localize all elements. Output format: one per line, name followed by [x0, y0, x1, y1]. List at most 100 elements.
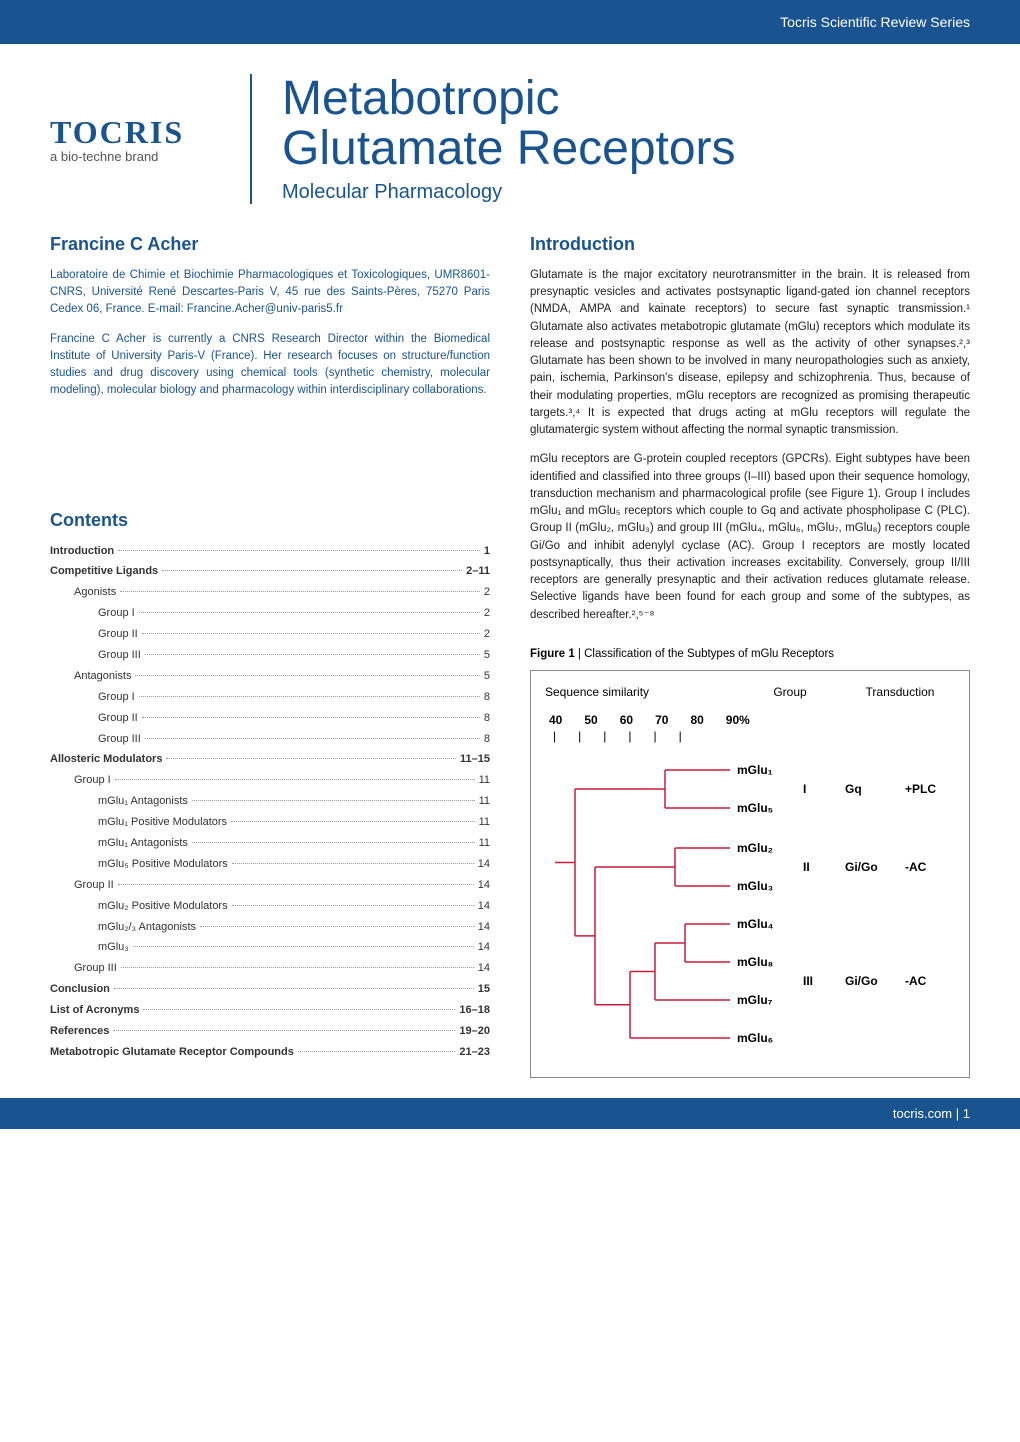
main-title-line2: Glutamate Receptors [282, 124, 970, 174]
toc-entry: Competitive Ligands2–11 [50, 561, 490, 582]
toc-dots [166, 758, 456, 759]
figure1-caption: Figure 1 | Classification of the Subtype… [530, 648, 970, 660]
toc-dots [162, 570, 462, 571]
logo-brand: TOCRIS [50, 114, 250, 151]
top-banner: Tocris Scientific Review Series [0, 0, 1020, 44]
toc-entry: Group II14 [50, 875, 490, 896]
toc-dots [121, 967, 474, 968]
scale-tick: | [628, 729, 631, 743]
toc-entry: Group II8 [50, 708, 490, 729]
toc-entry: Group III 14 [50, 958, 490, 979]
toc-dots [118, 550, 480, 551]
toc-label: Group I [74, 770, 111, 791]
toc-label: Competitive Ligands [50, 561, 158, 582]
toc-label: Group III [74, 958, 117, 979]
leaf-label: mGlu₆ [737, 1031, 773, 1045]
leaf-label: mGlu₇ [737, 993, 772, 1007]
logo-block: TOCRIS a bio-techne brand [50, 114, 250, 164]
contents-box: Contents Introduction1Competitive Ligand… [50, 510, 490, 1063]
toc-entry: mGlu₂/₃ Antagonists 14 [50, 917, 490, 938]
toc-label: Group II [98, 708, 138, 729]
leaf-label: mGlu₃ [737, 879, 773, 893]
toc-label: mGlu₂/₃ Antagonists [98, 917, 196, 938]
toc-label: Group III [98, 729, 141, 750]
group-roman: II [803, 860, 810, 874]
toc-dots [145, 738, 480, 739]
toc-entry: Agonists2 [50, 582, 490, 603]
toc-page: 2 [484, 582, 490, 603]
main-title-line1: Metabotropic [282, 74, 970, 124]
toc-label: Group III [98, 645, 141, 666]
toc-page: 5 [484, 645, 490, 666]
leaf-label: mGlu₈ [737, 955, 773, 969]
toc-entry: Introduction 1 [50, 541, 490, 562]
toc-dots [139, 696, 480, 697]
toc-dots [200, 926, 474, 927]
intro-heading: Introduction [530, 234, 970, 255]
toc-entry: Antagonists5 [50, 666, 490, 687]
toc-page: 1 [484, 541, 490, 562]
author-affiliation: Laboratoire de Chimie et Biochimie Pharm… [50, 267, 490, 319]
toc-page: 16–18 [459, 1000, 490, 1021]
toc-dots [232, 863, 474, 864]
toc-page: 15 [478, 979, 490, 1000]
toc-dots [192, 842, 475, 843]
toc-entry: Group II2 [50, 624, 490, 645]
logo-tagline: a bio-techne brand [50, 149, 250, 164]
fig-header-similarity: Sequence similarity [545, 685, 735, 699]
page: Tocris Scientific Review Series TOCRIS a… [0, 0, 1020, 1129]
toc-dots [114, 988, 474, 989]
leaf-label: mGlu₄ [737, 917, 773, 931]
toc-label: mGlu₃ [98, 937, 129, 958]
scale-value: 60 [620, 713, 633, 727]
toc-container: Introduction 1Competitive Ligands2–11Agon… [50, 541, 490, 1063]
group-gprotein: Gi/Go [845, 860, 878, 874]
toc-page: 14 [478, 958, 490, 979]
scale-value: 90% [726, 713, 750, 727]
scale-value: 50 [584, 713, 597, 727]
scale-tick: | [679, 729, 682, 743]
group-roman: III [803, 974, 813, 988]
toc-entry: Group I 11 [50, 770, 490, 791]
toc-label: Group I [98, 687, 135, 708]
toc-page: 14 [478, 917, 490, 938]
figure1-box: Sequence similarity Group Transduction 4… [530, 670, 970, 1078]
toc-entry: Group III8 [50, 729, 490, 750]
group-effect: +PLC [905, 782, 936, 796]
figure1-label: Figure 1 [530, 648, 575, 660]
toc-label: Introduction [50, 541, 114, 562]
toc-entry: mGlu₁ Positive Modulators11 [50, 812, 490, 833]
toc-dots [142, 633, 480, 634]
toc-label: Conclusion [50, 979, 110, 1000]
toc-page: 14 [478, 937, 490, 958]
left-column: Francine C Acher Laboratoire de Chimie e… [50, 234, 490, 1078]
group-gprotein: Gq [845, 782, 862, 796]
toc-label: Allosteric Modulators [50, 749, 162, 770]
toc-page: 14 [478, 875, 490, 896]
two-column-layout: Francine C Acher Laboratoire de Chimie e… [50, 234, 970, 1078]
series-name: Tocris Scientific Review Series [780, 14, 970, 30]
scale-value: 80 [690, 713, 703, 727]
toc-entry: mGlu₁ Antagonists11 [50, 791, 490, 812]
toc-dots [139, 612, 480, 613]
leaf-label: mGlu₂ [737, 841, 773, 855]
toc-label: mGlu₁ Antagonists [98, 791, 188, 812]
scale-tick: | [654, 729, 657, 743]
toc-dots [118, 884, 474, 885]
toc-page: 8 [484, 687, 490, 708]
toc-label: mGlu₂ Positive Modulators [98, 896, 228, 917]
fig-header-group: Group [735, 685, 845, 699]
scale-labels: 405060708090% [545, 713, 955, 727]
group-gprotein: Gi/Go [845, 974, 878, 988]
author-bio: Francine C Acher is currently a CNRS Res… [50, 331, 490, 400]
footer-bar: tocris.com | 1 [0, 1098, 1020, 1129]
scale-ticks: |||||| [545, 729, 955, 743]
toc-entry: mGlu₁ Antagonists11 [50, 833, 490, 854]
toc-page: 11 [479, 770, 490, 791]
right-column: Introduction Glutamate is the major exci… [530, 234, 970, 1078]
toc-dots [231, 821, 475, 822]
intro-para-2: mGlu receptors are G-protein coupled rec… [530, 451, 970, 624]
toc-dots [113, 1030, 455, 1031]
toc-label: References [50, 1021, 109, 1042]
toc-entry: mGlu₂ Positive Modulators14 [50, 896, 490, 917]
